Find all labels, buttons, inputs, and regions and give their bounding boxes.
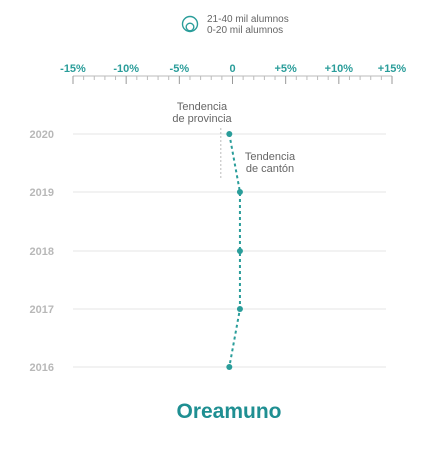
province-trend-label-line2: de provincia bbox=[172, 113, 232, 125]
x-axis: -15% -10% -5% 0 +5% +10% +15% bbox=[60, 63, 406, 84]
year-rows: 2020 2019 2018 2017 2016 bbox=[30, 129, 386, 374]
year-label: 2016 bbox=[30, 362, 54, 374]
year-label: 2020 bbox=[30, 129, 54, 141]
legend-entry-large: 21-40 mil alumnos bbox=[207, 14, 289, 25]
canton-trend-label-line1: Tendencia bbox=[245, 151, 296, 163]
chart-title: Oreamuno bbox=[176, 400, 281, 423]
canton-trend-point bbox=[236, 248, 243, 254]
x-tick-label: -10% bbox=[113, 63, 139, 75]
legend-entry-small: 0-20 mil alumnos bbox=[207, 25, 283, 36]
x-tick-label: -5% bbox=[170, 63, 190, 75]
year-label: 2018 bbox=[30, 246, 54, 258]
x-tick-label: 0 bbox=[229, 63, 235, 75]
year-label: 2019 bbox=[30, 187, 54, 199]
legend-size-icon-small bbox=[185, 22, 195, 32]
canton-trend-label-line2: de cantón bbox=[246, 163, 294, 175]
canton-trend-point bbox=[236, 189, 243, 195]
x-tick-label: +15% bbox=[378, 63, 407, 75]
canton-trend-points bbox=[226, 131, 243, 370]
canton-trend-point bbox=[226, 364, 233, 370]
canton-trend-point bbox=[226, 131, 233, 137]
x-tick-label: +10% bbox=[325, 63, 354, 75]
year-label: 2017 bbox=[30, 304, 54, 316]
legend-size-icon-large bbox=[181, 15, 199, 33]
canton-trend-point bbox=[236, 306, 243, 312]
x-tick-label: -15% bbox=[60, 63, 86, 75]
legend: 21-40 mil alumnos 0-20 mil alumnos bbox=[181, 14, 289, 36]
x-tick-label: +5% bbox=[275, 63, 298, 75]
province-trend-label-line1: Tendencia bbox=[177, 101, 228, 113]
